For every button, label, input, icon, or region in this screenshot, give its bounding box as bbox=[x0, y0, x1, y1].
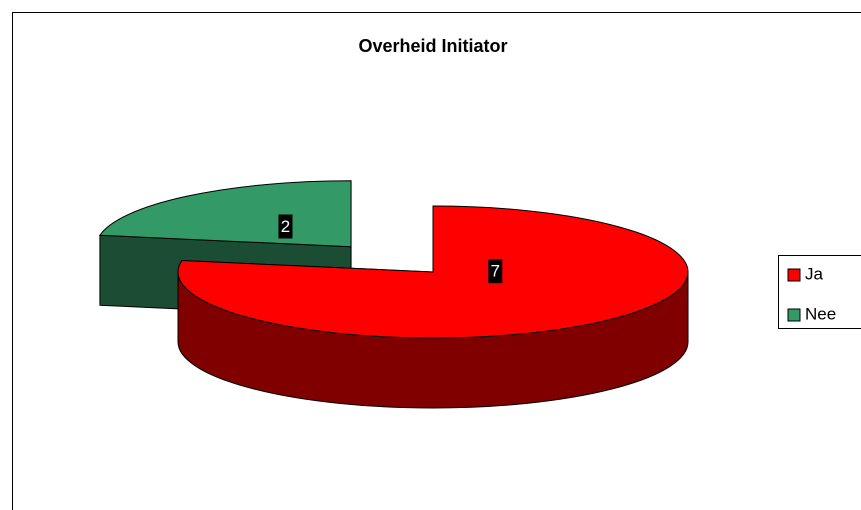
slice-top bbox=[177, 205, 689, 339]
data-label: 2 bbox=[281, 217, 290, 236]
slice: 7 bbox=[177, 205, 689, 409]
legend-label: Nee bbox=[805, 304, 836, 323]
chart-title: Overheid Initiator bbox=[358, 36, 507, 56]
legend-swatch bbox=[787, 308, 801, 322]
data-label: 7 bbox=[491, 262, 500, 281]
legend-swatch bbox=[787, 268, 801, 282]
data-label-box bbox=[278, 214, 293, 239]
legend-label: Ja bbox=[805, 264, 824, 283]
data-label-box bbox=[488, 259, 503, 284]
